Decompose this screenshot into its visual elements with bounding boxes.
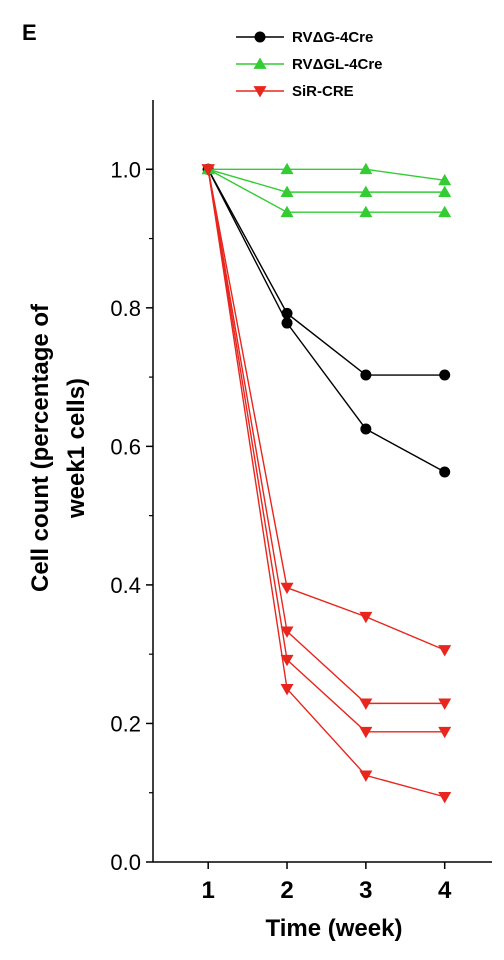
data-point-2-1-2 (359, 698, 373, 710)
data-point-1-2-1 (280, 205, 294, 218)
data-point-1-1-2 (359, 185, 373, 198)
data-point-2-2-1 (280, 654, 294, 667)
y-tick-label-5: 1.0 (110, 157, 141, 182)
data-point-1-0-1 (280, 162, 294, 175)
legend-label-2: SiR-CRE (292, 83, 354, 100)
data-point-1-0-3 (438, 173, 452, 186)
x-tick-label-0: 1 (202, 877, 215, 904)
data-point-2-3-3 (438, 792, 452, 804)
series-line-2-0 (207, 169, 445, 651)
series-line-0-1 (207, 168, 446, 473)
x-tick-label-1: 2 (280, 877, 293, 904)
y-axis-label-line1: Cell count (percentage of (27, 303, 54, 592)
legend: RVΔG-4Cre RVΔGL-4Cre SiR-CRE (236, 29, 383, 100)
series-line-1-2 (207, 168, 445, 213)
data-point-1-2-3 (438, 205, 452, 218)
data-point-2-3-0 (201, 164, 215, 176)
series-line-0-0 (207, 168, 445, 376)
y-tick-label-3: 0.6 (110, 434, 141, 459)
y-tick-label-2: 0.4 (110, 573, 141, 598)
series-line-2-1 (207, 169, 445, 705)
group-1 (201, 162, 452, 218)
data-point-1-2-2 (359, 205, 373, 218)
y-axis-label-line2: week1 cells) (63, 378, 90, 519)
data-point-2-0-3 (438, 645, 452, 657)
data-point-2-0-2 (359, 611, 373, 624)
legend-label-0: RVΔG-4Cre (292, 29, 373, 46)
legend-marker-0 (254, 31, 266, 43)
y-tick-label-0: 0.0 (110, 850, 141, 875)
x-tick-label-3: 4 (438, 877, 452, 904)
data-point-2-3-1 (280, 683, 294, 696)
data-point-2-3-2 (359, 770, 373, 782)
data-point-0-0-3 (439, 369, 451, 381)
data-point-1-1-1 (280, 185, 294, 198)
data-point-0-1-3 (439, 466, 451, 478)
legend-marker-2 (253, 86, 267, 98)
y-tick-label-4: 0.8 (110, 296, 141, 321)
legend-marker-1 (253, 57, 267, 69)
series-line-1-1 (207, 168, 445, 193)
data-point-2-2-3 (438, 726, 452, 739)
data-point-1-0-2 (359, 162, 373, 175)
data-point-1-1-3 (438, 185, 452, 198)
axes: 0.0 0.2 0.4 0.6 0.8 1.0 1 2 3 4 (110, 100, 492, 904)
x-axis-label: Time (week) (266, 915, 403, 942)
series-line-2-2 (207, 169, 445, 733)
y-tick-label-1: 0.2 (110, 711, 141, 736)
data-point-0-0-1 (281, 307, 293, 319)
group-0 (202, 163, 451, 478)
series-line-1-0 (208, 168, 445, 182)
data-point-2-1-3 (438, 698, 452, 710)
data-point-0-0-2 (360, 369, 372, 381)
panel-label: E (22, 20, 37, 45)
group-2 (201, 164, 452, 804)
data-point-2-1-1 (280, 626, 294, 638)
legend-label-1: RVΔGL-4Cre (292, 56, 383, 73)
data-point-0-1-1 (281, 317, 293, 329)
data-point-0-1-2 (360, 423, 372, 435)
data-point-2-0-1 (280, 582, 294, 595)
data-point-2-2-2 (359, 726, 373, 739)
series-line-2-3 (207, 169, 445, 798)
plot-area (201, 162, 452, 804)
x-tick-label-2: 3 (359, 877, 372, 904)
